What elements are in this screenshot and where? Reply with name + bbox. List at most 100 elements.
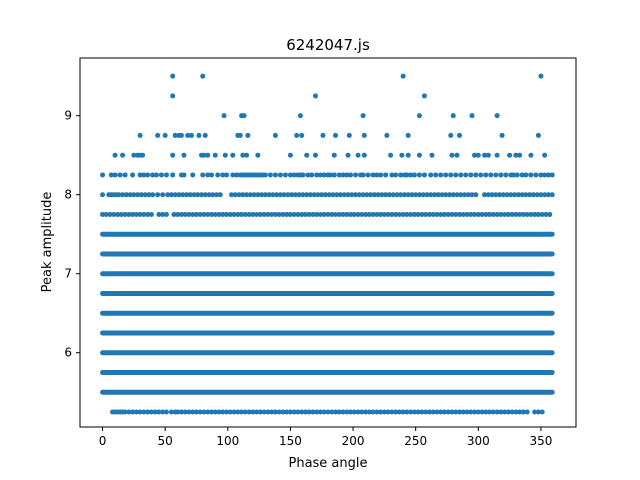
- data-point: [163, 211, 169, 217]
- data-point: [186, 211, 192, 217]
- data-point: [408, 172, 414, 178]
- data-point: [295, 409, 301, 415]
- data-point: [272, 409, 278, 415]
- data-point: [150, 172, 156, 178]
- data-point: [299, 132, 305, 138]
- data-point: [340, 409, 346, 415]
- data-point: [450, 192, 456, 198]
- data-point: [122, 172, 128, 178]
- y-tick-label: 7: [64, 267, 72, 281]
- data-point: [494, 409, 500, 415]
- data-point: [133, 211, 139, 217]
- x-tick-label: 50: [158, 434, 173, 448]
- data-point: [360, 113, 366, 119]
- data-point: [504, 192, 510, 198]
- data-point: [370, 211, 376, 217]
- data-point: [130, 409, 136, 415]
- data-point: [287, 172, 293, 178]
- data-point: [232, 192, 238, 198]
- data-point: [255, 192, 261, 198]
- data-point: [464, 409, 470, 415]
- data-point: [524, 211, 530, 217]
- data-point: [542, 192, 548, 198]
- data-point: [365, 172, 371, 178]
- data-point: [120, 192, 126, 198]
- x-tick-label: 0: [99, 434, 107, 448]
- data-point: [299, 409, 305, 415]
- data-point: [530, 192, 536, 198]
- data-point: [426, 211, 432, 217]
- data-point: [240, 152, 246, 158]
- data-point: [193, 211, 199, 217]
- data-point: [449, 409, 455, 415]
- data-point: [185, 132, 191, 138]
- data-point: [493, 172, 499, 178]
- data-point: [453, 172, 459, 178]
- data-point: [250, 409, 256, 415]
- data-point: [416, 172, 422, 178]
- data-point: [460, 409, 466, 415]
- data-point: [291, 211, 297, 217]
- data-point: [250, 211, 256, 217]
- data-point: [405, 152, 411, 158]
- data-point: [265, 211, 271, 217]
- data-point: [257, 211, 263, 217]
- data-point: [517, 409, 523, 415]
- data-point: [505, 211, 511, 217]
- data-point: [351, 211, 357, 217]
- data-point: [468, 409, 474, 415]
- data-point: [464, 211, 470, 217]
- data-point: [170, 73, 176, 79]
- data-point: [346, 132, 352, 138]
- data-point: [374, 211, 380, 217]
- data-point: [348, 172, 354, 178]
- data-point: [430, 409, 436, 415]
- data-point: [487, 409, 493, 415]
- data-point: [182, 409, 188, 415]
- data-point: [508, 192, 514, 198]
- y-axis-ticks: 6 7 8 9: [64, 109, 80, 360]
- data-point: [421, 172, 427, 178]
- data-point: [411, 211, 417, 217]
- data-point: [320, 132, 326, 138]
- data-point: [191, 192, 197, 198]
- data-point: [353, 172, 359, 178]
- data-point: [498, 409, 504, 415]
- data-point: [542, 152, 548, 158]
- data-point: [262, 172, 268, 178]
- data-point: [520, 409, 526, 415]
- data-point: [445, 409, 451, 415]
- data-point: [532, 409, 538, 415]
- data-point: [100, 172, 106, 178]
- data-point: [266, 192, 272, 198]
- data-point: [399, 152, 405, 158]
- data-point: [165, 192, 171, 198]
- data-point: [296, 192, 302, 198]
- data-point: [405, 192, 411, 198]
- data-point: [429, 152, 435, 158]
- data-point: [438, 409, 444, 415]
- data-point: [443, 192, 449, 198]
- data-point: [430, 211, 436, 217]
- data-point: [304, 192, 310, 198]
- data-point: [277, 192, 283, 198]
- plot-frame: [79, 57, 577, 428]
- data-point: [310, 211, 316, 217]
- data-point: [445, 211, 451, 217]
- data-point: [160, 409, 166, 415]
- x-tick-label: 150: [279, 434, 302, 448]
- data-point: [503, 172, 509, 178]
- data-point: [216, 211, 222, 217]
- data-point: [483, 172, 489, 178]
- data-point: [420, 192, 426, 198]
- data-point: [237, 132, 243, 138]
- data-point: [438, 172, 444, 178]
- data-point: [170, 152, 176, 158]
- data-point: [126, 211, 132, 217]
- data-point: [424, 192, 430, 198]
- data-point: [314, 211, 320, 217]
- data-point: [340, 211, 346, 217]
- data-point: [454, 192, 460, 198]
- data-point: [446, 192, 452, 198]
- data-point: [428, 172, 434, 178]
